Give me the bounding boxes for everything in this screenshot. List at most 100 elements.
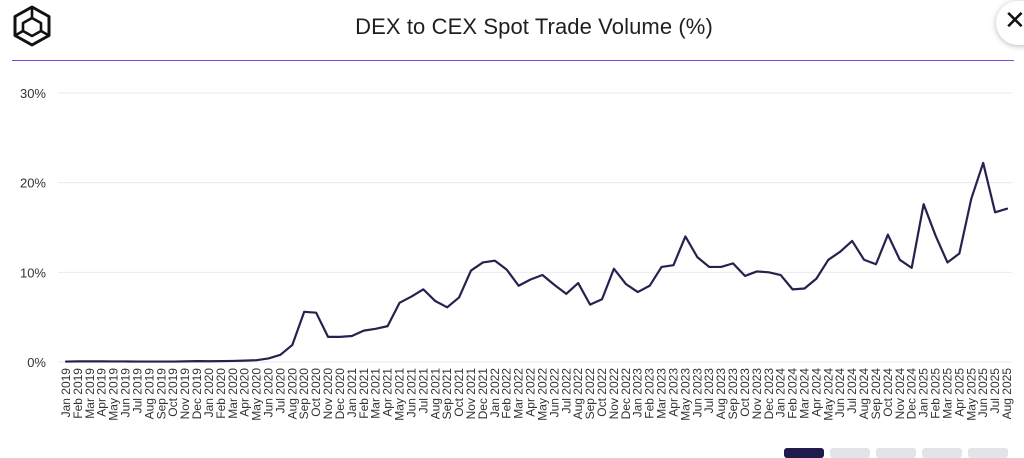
data-point[interactable]: [659, 264, 665, 270]
data-point[interactable]: [563, 291, 569, 297]
pager-dot-active[interactable]: [784, 448, 824, 458]
data-point[interactable]: [432, 298, 438, 304]
data-point[interactable]: [444, 304, 450, 310]
data-point[interactable]: [694, 254, 700, 260]
y-tick-label: 30%: [20, 86, 46, 101]
data-point[interactable]: [992, 209, 998, 215]
data-point[interactable]: [635, 289, 641, 295]
pager-dot[interactable]: [922, 448, 962, 458]
data-point[interactable]: [1004, 206, 1010, 212]
data-point[interactable]: [87, 358, 93, 364]
close-button[interactable]: ✕: [996, 1, 1024, 45]
data-point[interactable]: [813, 276, 819, 282]
data-point[interactable]: [539, 272, 545, 278]
x-tick-label: Oct 2023: [738, 368, 752, 417]
data-point[interactable]: [206, 358, 212, 364]
data-point[interactable]: [313, 310, 319, 316]
data-point[interactable]: [682, 233, 688, 239]
data-point[interactable]: [385, 323, 391, 329]
data-point[interactable]: [230, 358, 236, 364]
data-point[interactable]: [837, 249, 843, 255]
data-point[interactable]: [897, 257, 903, 263]
data-point[interactable]: [778, 272, 784, 278]
data-point[interactable]: [146, 359, 152, 365]
data-point[interactable]: [766, 269, 772, 275]
data-point[interactable]: [408, 294, 414, 300]
data-point[interactable]: [480, 259, 486, 265]
data-point[interactable]: [325, 334, 331, 340]
data-point[interactable]: [158, 359, 164, 365]
data-point[interactable]: [242, 358, 248, 364]
data-point[interactable]: [575, 280, 581, 286]
data-point[interactable]: [873, 261, 879, 267]
x-tick-label: Nov 2020: [321, 368, 335, 420]
data-point[interactable]: [956, 251, 962, 257]
data-point[interactable]: [492, 258, 498, 264]
x-tick-label: Sep 2021: [440, 368, 454, 420]
cube-logo-icon[interactable]: [10, 4, 54, 48]
data-point[interactable]: [504, 267, 510, 273]
data-point[interactable]: [587, 302, 593, 308]
data-point[interactable]: [373, 326, 379, 332]
data-point[interactable]: [611, 266, 617, 272]
pager-dot[interactable]: [968, 448, 1008, 458]
data-point[interactable]: [170, 359, 176, 365]
data-point[interactable]: [742, 273, 748, 279]
data-point[interactable]: [254, 357, 260, 363]
data-point[interactable]: [599, 296, 605, 302]
data-point[interactable]: [706, 264, 712, 270]
data-point[interactable]: [99, 358, 105, 364]
data-point[interactable]: [123, 358, 129, 364]
data-point[interactable]: [647, 283, 653, 289]
close-icon: ✕: [1004, 6, 1024, 36]
data-point[interactable]: [134, 359, 140, 365]
data-point[interactable]: [754, 268, 760, 274]
data-point[interactable]: [301, 309, 307, 315]
data-point[interactable]: [623, 281, 629, 287]
data-point[interactable]: [909, 265, 915, 271]
data-point[interactable]: [194, 358, 200, 364]
data-point[interactable]: [980, 160, 986, 166]
data-point[interactable]: [921, 201, 927, 207]
data-point[interactable]: [968, 196, 974, 202]
data-point[interactable]: [944, 259, 950, 265]
x-tick-label: Mar 2023: [655, 368, 669, 419]
data-point[interactable]: [468, 268, 474, 274]
data-point[interactable]: [551, 282, 557, 288]
data-point[interactable]: [861, 257, 867, 263]
data-point[interactable]: [885, 232, 891, 238]
data-point[interactable]: [349, 333, 355, 339]
data-point[interactable]: [75, 358, 81, 364]
data-point[interactable]: [670, 262, 676, 268]
pager-dot[interactable]: [876, 448, 916, 458]
data-point[interactable]: [528, 277, 534, 283]
data-point[interactable]: [516, 283, 522, 289]
data-point[interactable]: [825, 257, 831, 263]
x-tick-label: Jun 2020: [261, 368, 275, 418]
data-point[interactable]: [456, 294, 462, 300]
data-point[interactable]: [933, 233, 939, 239]
x-tick-label: Sep 2023: [726, 368, 740, 420]
data-point[interactable]: [111, 358, 117, 364]
data-point[interactable]: [730, 260, 736, 266]
x-tick-label: Jan 2022: [488, 368, 502, 418]
data-point[interactable]: [63, 359, 69, 365]
data-point[interactable]: [182, 358, 188, 364]
data-point[interactable]: [420, 286, 426, 292]
pager-dot[interactable]: [830, 448, 870, 458]
x-tick-label: Feb 2025: [929, 368, 943, 419]
x-tick-label: Apr 2019: [95, 368, 109, 417]
x-tick-label: Nov 2024: [893, 368, 907, 420]
data-point[interactable]: [718, 264, 724, 270]
x-tick-label: Aug 2023: [714, 368, 728, 420]
data-point[interactable]: [802, 285, 808, 291]
data-point[interactable]: [277, 352, 283, 358]
data-point[interactable]: [397, 300, 403, 306]
data-point[interactable]: [361, 328, 367, 334]
data-point[interactable]: [218, 358, 224, 364]
data-point[interactable]: [265, 355, 271, 361]
data-point[interactable]: [849, 238, 855, 244]
data-point[interactable]: [289, 342, 295, 348]
data-point[interactable]: [790, 286, 796, 292]
data-point[interactable]: [337, 334, 343, 340]
